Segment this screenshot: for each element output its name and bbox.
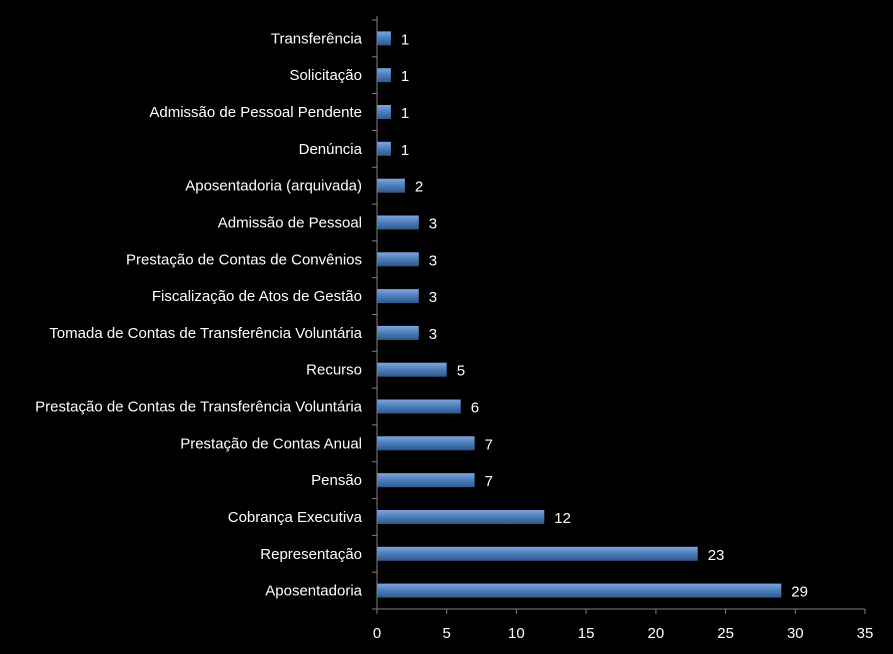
category-label-representacao: Representação <box>260 546 362 563</box>
x-tick-label-5: 5 <box>443 625 451 642</box>
bar-aposentadoria <box>377 583 782 598</box>
value-label-solicitacao: 1 <box>401 68 409 85</box>
category-label-recurso: Recurso <box>306 362 362 379</box>
value-label-fiscalizacao-de-atos-de-gestao: 3 <box>429 289 437 306</box>
x-tick-label-10: 10 <box>508 625 525 642</box>
category-label-aposentadoria-arquivada: Aposentadoria (arquivada) <box>185 178 362 195</box>
category-label-admissao-de-pessoal-pendente: Admissão de Pessoal Pendente <box>149 104 362 121</box>
bar-tomada-de-contas-de-transferencia-voluntaria <box>377 325 419 340</box>
bar-prestacao-de-contas-de-transferencia-voluntaria <box>377 399 461 414</box>
value-label-admissao-de-pessoal-pendente: 1 <box>401 105 409 122</box>
value-label-prestacao-de-contas-de-transferencia-voluntaria: 6 <box>471 400 479 417</box>
value-label-tomada-de-contas-de-transferencia-voluntaria: 3 <box>429 326 437 343</box>
category-label-prestacao-de-contas-de-convenios: Prestação de Contas de Convênios <box>126 251 362 268</box>
value-label-cobranca-executiva: 12 <box>554 510 571 527</box>
value-label-prestacao-de-contas-anual: 7 <box>485 436 493 453</box>
category-label-tomada-de-contas-de-transferencia-voluntaria: Tomada de Contas de Transferência Volunt… <box>49 325 362 342</box>
bar-transferencia <box>377 31 391 46</box>
category-label-aposentadoria: Aposentadoria <box>265 583 362 600</box>
bar-aposentadoria-arquivada <box>377 178 405 193</box>
value-label-aposentadoria-arquivada: 2 <box>415 179 423 196</box>
x-tick-label-20: 20 <box>648 625 665 642</box>
bar-representacao <box>377 546 698 561</box>
category-label-denuncia: Denúncia <box>299 141 363 158</box>
category-label-solicitacao: Solicitação <box>289 67 362 84</box>
bar-pensao <box>377 473 475 488</box>
x-tick-label-35: 35 <box>857 625 874 642</box>
bar-solicitacao <box>377 68 391 83</box>
category-label-pensao: Pensão <box>311 472 362 489</box>
category-label-prestacao-de-contas-de-transferencia-voluntaria: Prestação de Contas de Transferência Vol… <box>35 399 363 416</box>
x-tick-label-30: 30 <box>787 625 804 642</box>
bar-cobranca-executiva <box>377 510 545 524</box>
value-label-transferencia: 1 <box>401 31 409 48</box>
value-label-prestacao-de-contas-de-convenios: 3 <box>429 252 437 269</box>
bar-admissao-de-pessoal <box>377 215 419 230</box>
category-label-cobranca-executiva: Cobrança Executiva <box>228 509 363 526</box>
value-label-pensao: 7 <box>485 473 493 490</box>
x-tick-label-25: 25 <box>717 625 734 642</box>
category-label-transferencia: Transferência <box>271 30 363 47</box>
value-label-representacao: 23 <box>708 547 725 564</box>
labels-layer: Transferência 1 Solicitação 1 Admissão de Pe… <box>35 30 873 642</box>
bars-layer <box>377 31 782 598</box>
bar-fiscalizacao-de-atos-de-gestao <box>377 289 419 304</box>
x-tick-label-0: 0 <box>373 625 381 642</box>
axis-layer <box>372 16 866 614</box>
bar-prestacao-de-contas-de-convenios <box>377 252 419 267</box>
value-label-aposentadoria: 29 <box>791 584 808 601</box>
value-label-admissao-de-pessoal: 3 <box>429 216 437 233</box>
category-label-prestacao-de-contas-anual: Prestação de Contas Anual <box>180 435 362 452</box>
category-label-fiscalizacao-de-atos-de-gestao: Fiscalização de Atos de Gestão <box>152 288 362 305</box>
value-label-recurso: 5 <box>457 363 465 380</box>
bar-recurso <box>377 362 447 377</box>
x-tick-label-15: 15 <box>578 625 595 642</box>
bar-admissao-de-pessoal-pendente <box>377 105 391 119</box>
bar-denuncia <box>377 141 391 156</box>
category-label-admissao-de-pessoal: Admissão de Pessoal <box>218 215 362 232</box>
bar-prestacao-de-contas-anual <box>377 436 475 451</box>
value-label-denuncia: 1 <box>401 142 409 159</box>
